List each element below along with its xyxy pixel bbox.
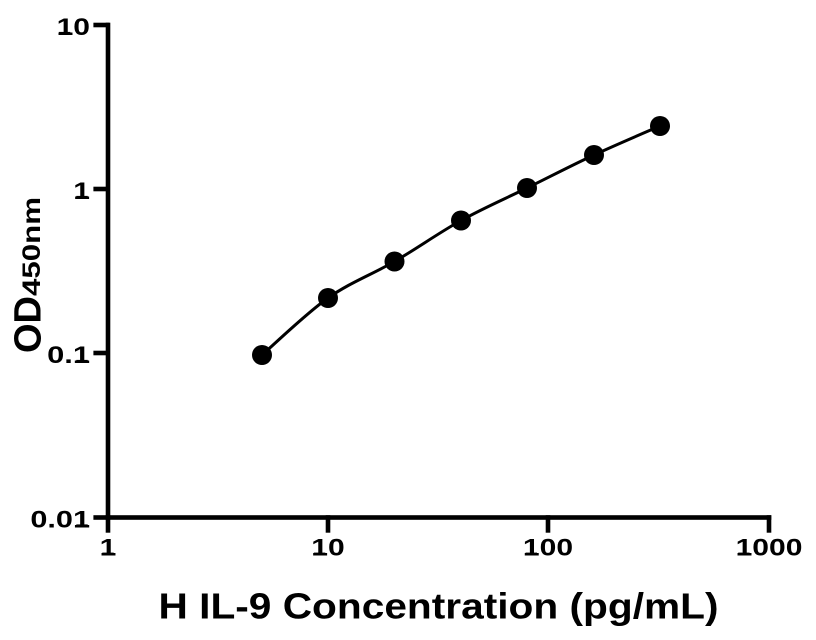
- svg-text:10: 10: [57, 14, 90, 41]
- svg-text:450nm: 450nm: [18, 197, 46, 296]
- svg-text:100: 100: [523, 535, 573, 562]
- svg-text:1000: 1000: [736, 535, 803, 562]
- svg-text:0.1: 0.1: [47, 342, 90, 369]
- svg-text:H IL-9 Concentration (pg/mL): H IL-9 Concentration (pg/mL): [159, 585, 719, 626]
- svg-text:10: 10: [311, 535, 344, 562]
- svg-text:1: 1: [100, 535, 117, 562]
- svg-text:OD: OD: [8, 296, 50, 353]
- svg-text:0.01: 0.01: [30, 506, 90, 533]
- svg-text:1: 1: [73, 178, 90, 205]
